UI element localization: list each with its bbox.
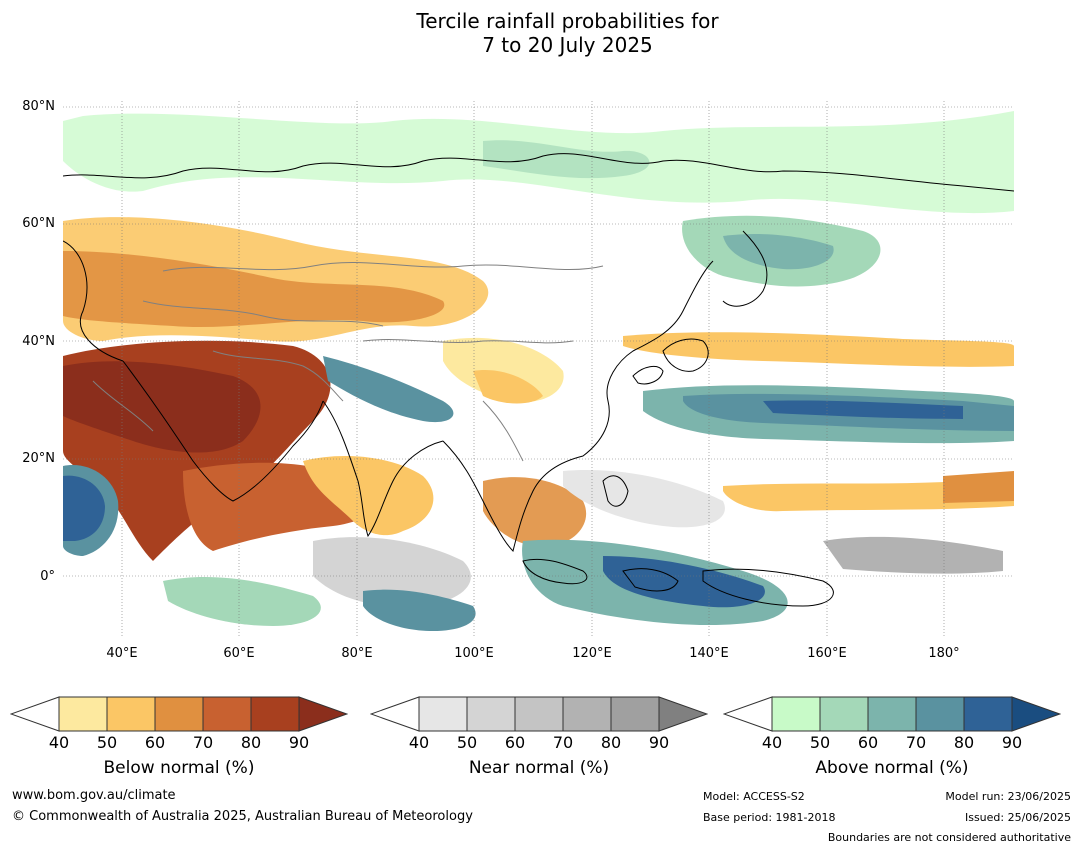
lon-label-160e: 160°E bbox=[807, 646, 847, 661]
title-line-2: 7 to 20 July 2025 bbox=[482, 33, 653, 57]
near-normal-label: Near normal (%) bbox=[468, 758, 610, 778]
above-normal-swatch-80 bbox=[963, 696, 1013, 732]
below-normal-swatch-60 bbox=[154, 696, 204, 732]
lon-label-60e: 60°E bbox=[223, 646, 255, 661]
graticule bbox=[63, 101, 1014, 636]
below-tick-90: 90 bbox=[288, 733, 310, 752]
colorbar-above-normal bbox=[723, 696, 1061, 732]
lon-label-80e: 80°E bbox=[341, 646, 373, 661]
above-tick-60: 60 bbox=[857, 733, 879, 752]
below-normal-swatch-over bbox=[298, 696, 348, 732]
above-normal-swatch-70 bbox=[915, 696, 965, 732]
below-tick-80: 80 bbox=[240, 733, 262, 752]
above-normal-swatch-50 bbox=[819, 696, 869, 732]
below-tick-60: 60 bbox=[144, 733, 166, 752]
near-tick-80: 80 bbox=[600, 733, 622, 752]
near-normal-swatch-80 bbox=[610, 696, 660, 732]
below-tick-70: 70 bbox=[192, 733, 214, 752]
below-normal-swatch-50 bbox=[106, 696, 156, 732]
colorbar-below-normal-swatches bbox=[10, 696, 348, 732]
colorbar-above-normal-swatches bbox=[723, 696, 1061, 732]
colorbar-near-normal-swatches bbox=[370, 696, 708, 732]
coastlines bbox=[62, 153, 1015, 607]
lon-label-120e: 120°E bbox=[572, 646, 612, 661]
below-normal-swatch-70 bbox=[202, 696, 252, 732]
lon-label-140e: 140°E bbox=[689, 646, 729, 661]
above-tick-90: 90 bbox=[1001, 733, 1023, 752]
below-tick-40: 40 bbox=[48, 733, 70, 752]
above-normal-swatch-40 bbox=[771, 696, 821, 732]
colorbar-below-normal bbox=[10, 696, 348, 732]
boundaries-disclaimer: Boundaries are not considered authoritat… bbox=[827, 831, 1071, 844]
above-normal-swatch-over bbox=[1011, 696, 1061, 732]
near-tick-50: 50 bbox=[456, 733, 478, 752]
near-normal-swatch-over bbox=[658, 696, 708, 732]
lat-label-20n: 20°N bbox=[22, 451, 55, 466]
base-period-info: Base period: 1981-2018 bbox=[703, 811, 836, 824]
near-normal-swatch-under bbox=[370, 696, 420, 732]
above-normal-label: Above normal (%) bbox=[815, 758, 969, 778]
near-normal-swatch-70 bbox=[562, 696, 612, 732]
lat-label-60n: 60°N bbox=[22, 216, 55, 231]
country-borders bbox=[92, 262, 604, 462]
below-normal-label: Below normal (%) bbox=[103, 758, 255, 778]
website-link[interactable]: www.bom.gov.au/climate bbox=[12, 788, 176, 803]
lon-label-180: 180° bbox=[928, 646, 960, 661]
above-normal-swatch-60 bbox=[867, 696, 917, 732]
near-tick-60: 60 bbox=[504, 733, 526, 752]
lat-label-0: 0° bbox=[40, 569, 55, 584]
above-tick-70: 70 bbox=[905, 733, 927, 752]
title-line-1: Tercile rainfall probabilities for bbox=[416, 9, 719, 33]
above-tick-40: 40 bbox=[761, 733, 783, 752]
copyright-text: © Commonwealth of Australia 2025, Austra… bbox=[12, 809, 473, 824]
below-normal-swatch-80 bbox=[250, 696, 300, 732]
map-canvas bbox=[62, 101, 1015, 636]
lat-label-80n: 80°N bbox=[22, 99, 55, 114]
below-normal-swatch-under bbox=[10, 696, 60, 732]
lon-label-40e: 40°E bbox=[106, 646, 138, 661]
lat-label-40n: 40°N bbox=[22, 334, 55, 349]
above-tick-50: 50 bbox=[809, 733, 831, 752]
above-normal-swatch-under bbox=[723, 696, 773, 732]
near-tick-70: 70 bbox=[552, 733, 574, 752]
below-tick-50: 50 bbox=[96, 733, 118, 752]
near-normal-swatch-40 bbox=[418, 696, 468, 732]
near-tick-40: 40 bbox=[408, 733, 430, 752]
map-title: Tercile rainfall probabilities for 7 to … bbox=[0, 9, 1081, 57]
model-info: Model: ACCESS-S2 bbox=[703, 790, 805, 803]
above-tick-80: 80 bbox=[953, 733, 975, 752]
issued-info: Issued: 25/06/2025 bbox=[964, 811, 1071, 824]
model-run-info: Model run: 23/06/2025 bbox=[945, 790, 1071, 803]
near-normal-swatch-60 bbox=[514, 696, 564, 732]
near-tick-90: 90 bbox=[648, 733, 670, 752]
probability-map bbox=[62, 101, 1015, 636]
lon-label-100e: 100°E bbox=[454, 646, 494, 661]
near-normal-swatch-50 bbox=[466, 696, 516, 732]
colorbar-near-normal bbox=[370, 696, 708, 732]
below-normal-swatch-40 bbox=[58, 696, 108, 732]
probability-shading bbox=[63, 111, 1014, 631]
